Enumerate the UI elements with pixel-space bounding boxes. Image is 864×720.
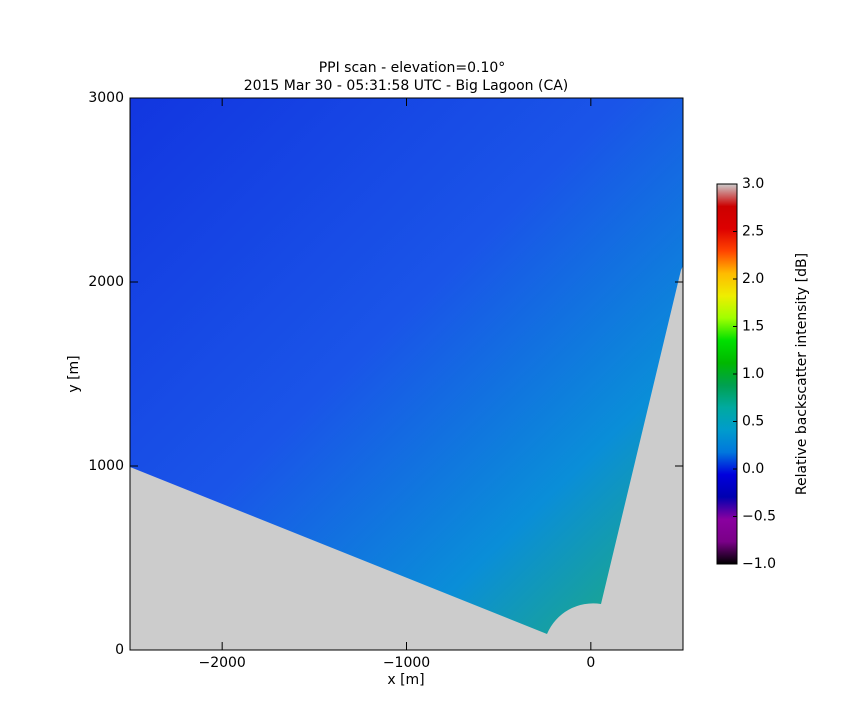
colorbar-tick-label: −0.5	[742, 509, 776, 525]
chart-title: PPI scan - elevation=0.10°	[319, 60, 506, 76]
x-tick-label: 0	[586, 655, 595, 671]
colorbar-tick-label: 0.0	[742, 461, 764, 477]
scan-sector	[130, 98, 683, 634]
colorbar-tick-label: 1.5	[742, 319, 764, 335]
colorbar-label: Relative backscatter intensity [dB]	[794, 253, 810, 495]
y-tick-label: 2000	[88, 274, 124, 290]
colorbar-tick-label: 1.0	[742, 366, 764, 382]
colorbar-tick-label: 0.5	[742, 414, 764, 430]
y-axis-label: y [m]	[66, 355, 82, 392]
y-tick-label: 3000	[88, 90, 124, 106]
x-tick-label: −1000	[383, 655, 430, 671]
colorbar-tick-label: 3.0	[742, 176, 764, 192]
x-tick-label: −2000	[198, 655, 245, 671]
y-tick-label: 1000	[88, 458, 124, 474]
colorbar-tick-label: 2.5	[742, 224, 764, 240]
chart-subtitle: 2015 Mar 30 - 05:31:58 UTC - Big Lagoon …	[244, 78, 569, 94]
y-tick-label: 0	[115, 642, 124, 658]
colorbar-tick-label: −1.0	[742, 556, 776, 572]
x-axis-label: x [m]	[387, 672, 424, 688]
colorbar-tick-label: 2.0	[742, 271, 764, 287]
